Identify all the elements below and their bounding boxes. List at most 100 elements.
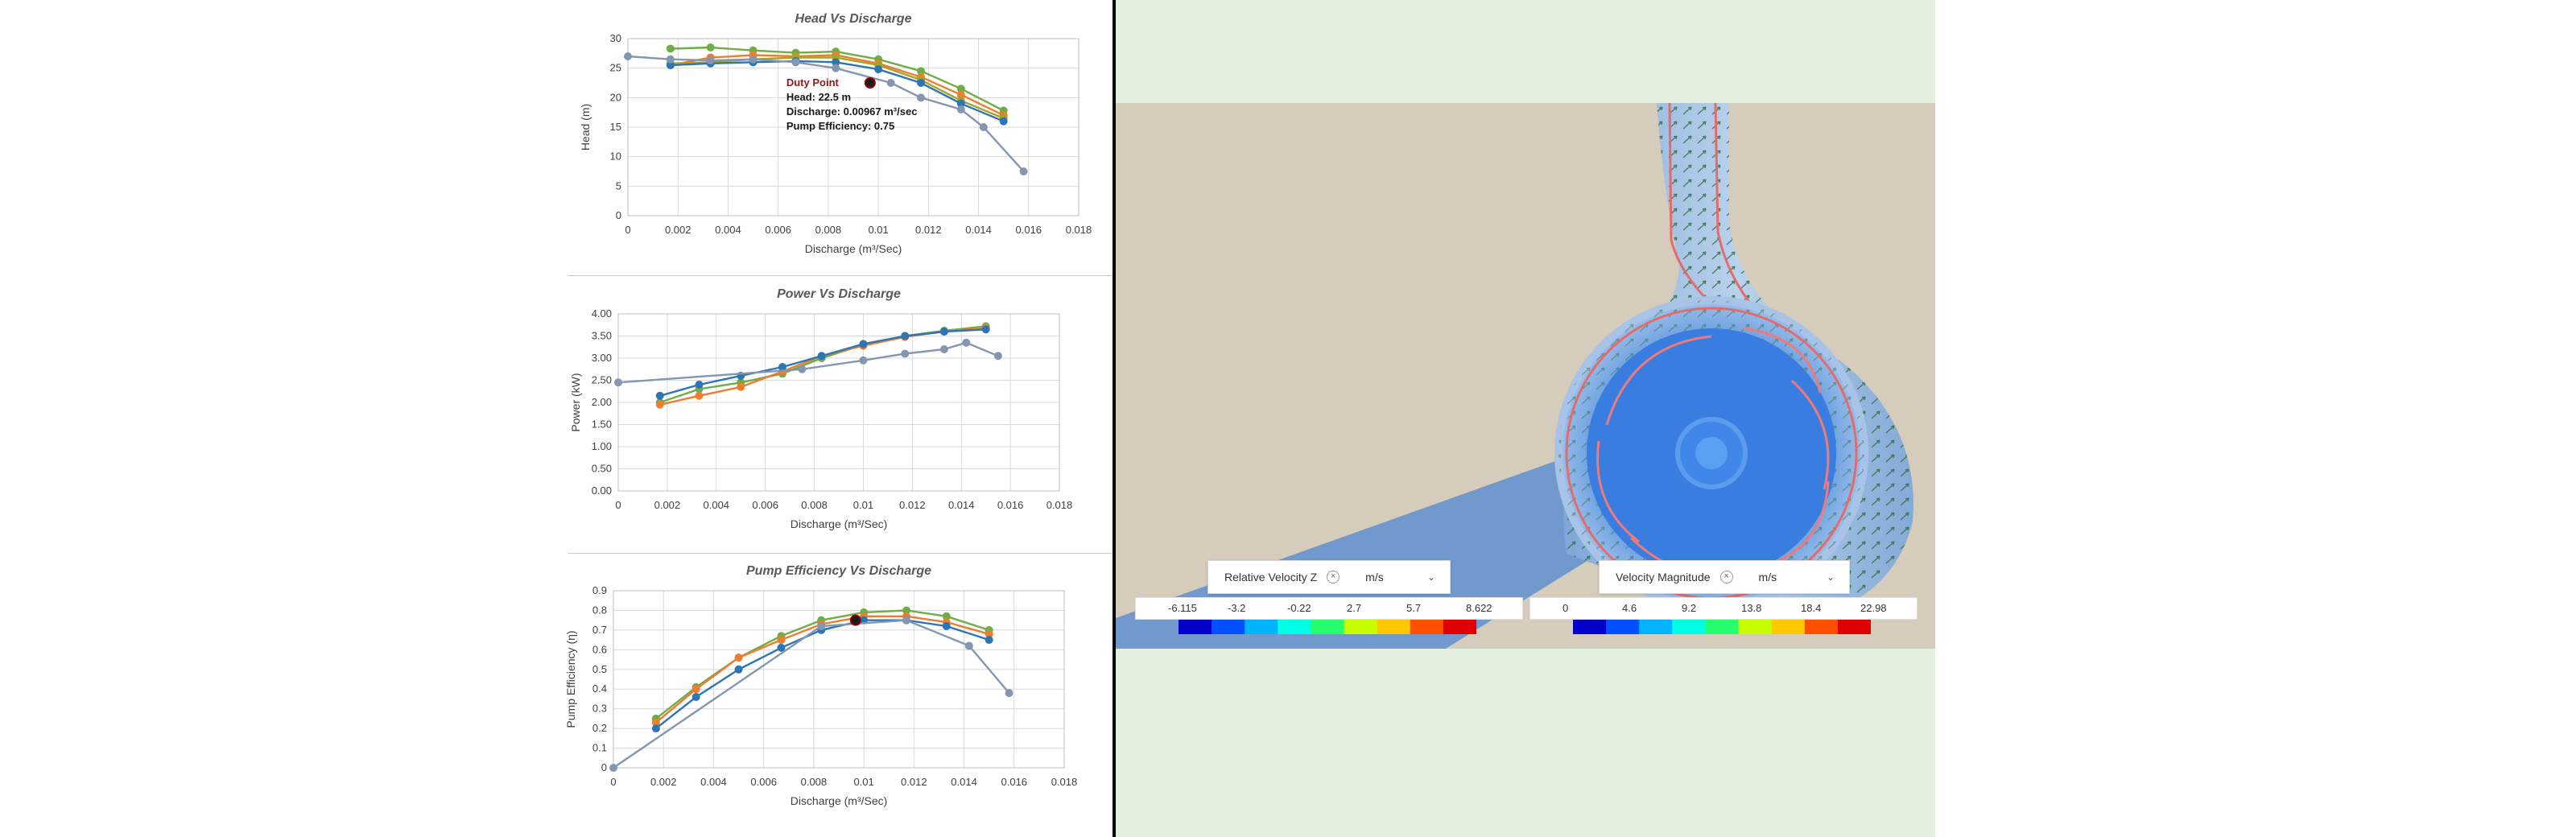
chevron-down-icon[interactable]: ⌄ — [1426, 571, 1435, 583]
colorbar-tick-label: -3.2 — [1228, 602, 1246, 614]
data-point — [624, 52, 632, 60]
data-point — [956, 105, 965, 113]
y-tick-label: 0 — [616, 209, 621, 221]
panel-divider[interactable] — [1113, 0, 1116, 837]
duty-point-marker — [864, 77, 876, 89]
x-tick-label: 0.01 — [868, 224, 888, 236]
data-point — [942, 622, 951, 630]
pump-velocity-render[interactable]: Relative Velocity Z × m/s ⌄ -6.115 -3.2 -0… — [1116, 103, 1935, 649]
y-tick-label: 30 — [610, 32, 621, 44]
data-point — [942, 612, 951, 621]
data-point — [706, 56, 715, 65]
colorbar-segment — [1245, 620, 1278, 634]
y-tick-label: 1.50 — [592, 418, 612, 431]
x-tick-label: 0.012 — [901, 776, 927, 788]
data-point — [817, 622, 826, 630]
y-tick-label: 0 — [601, 761, 607, 773]
chart-title: Pump Efficiency Vs Discharge — [746, 564, 931, 578]
chevron-down-icon[interactable]: ⌄ — [1826, 571, 1835, 583]
duty-point-label: Duty Point — [786, 76, 840, 89]
colorbar-segment — [1738, 620, 1773, 634]
y-tick-label: 0.50 — [592, 463, 612, 475]
colorbar-tick-label: -6.115 — [1168, 602, 1197, 614]
relative-velocity-z-ticks: -6.115 -3.2 -0.22 2.7 5.7 8.622 — [1135, 597, 1523, 620]
colorbar-tick-label: 5.7 — [1406, 602, 1422, 614]
colorbar-segment — [1606, 620, 1640, 634]
y-tick-label: 2.00 — [592, 396, 612, 408]
duty-point-marker — [849, 614, 861, 626]
plot-area — [613, 590, 1065, 769]
x-tick-label: 0.016 — [1001, 776, 1028, 788]
x-tick-label: 0.008 — [801, 499, 828, 511]
x-tick-label: 0 — [610, 776, 616, 788]
relative-velocity-z-legend[interactable]: Relative Velocity Z × m/s ⌄ — [1208, 560, 1451, 594]
relative-velocity-z-colorbar — [1179, 620, 1476, 634]
series-line — [659, 325, 986, 404]
chart-separator — [568, 275, 1113, 276]
x-axis-label: Discharge (m³/Sec) — [791, 517, 888, 530]
chart-title: Power Vs Discharge — [777, 287, 901, 301]
y-tick-label: 3.50 — [592, 330, 612, 342]
x-tick-label: 0.014 — [965, 224, 992, 236]
data-point — [706, 43, 715, 52]
series-line — [655, 619, 990, 730]
data-point — [614, 378, 622, 387]
data-point — [917, 79, 925, 87]
data-point — [651, 718, 660, 727]
colorbar-tick-label: 8.622 — [1466, 602, 1492, 614]
close-icon[interactable]: × — [1327, 571, 1340, 583]
chart-separator — [568, 553, 1113, 554]
colorbar-tick-label: -0.22 — [1287, 602, 1311, 614]
x-tick-label: 0.002 — [665, 224, 691, 236]
colorbar-tick-label: 18.4 — [1801, 602, 1822, 614]
x-tick-label: 0.016 — [997, 499, 1024, 511]
legend-label: Relative Velocity Z — [1224, 571, 1318, 583]
y-tick-label: 4.00 — [592, 307, 612, 320]
x-tick-label: 0.008 — [815, 224, 842, 236]
x-tick-label: 0.002 — [650, 776, 677, 788]
y-tick-label: 0.3 — [592, 703, 607, 715]
data-point — [981, 325, 990, 334]
data-point — [737, 382, 745, 391]
data-point — [695, 391, 704, 400]
blank-area — [1935, 0, 2576, 837]
plot-area — [627, 38, 1080, 216]
data-point — [777, 636, 786, 645]
duty-point-detail: Pump Efficiency: 0.75 — [786, 120, 894, 132]
x-tick-label: 0.018 — [1051, 776, 1078, 788]
colorbar-segment — [1377, 620, 1411, 634]
colorbar-segment — [1212, 620, 1245, 634]
y-tick-label: 0.4 — [592, 682, 607, 695]
x-tick-label: 0.006 — [752, 499, 778, 511]
data-point — [874, 65, 883, 74]
x-tick-label: 0.01 — [853, 776, 873, 788]
simulation-viewer[interactable]: Relative Velocity Z × m/s ⌄ -6.115 -3.2 -0… — [1116, 0, 1935, 837]
close-icon[interactable]: × — [1719, 571, 1733, 583]
x-tick-label: 0.004 — [715, 224, 741, 236]
data-point — [791, 58, 800, 67]
y-tick-label: 25 — [610, 62, 621, 74]
y-tick-label: 0.00 — [592, 484, 612, 497]
unit-select[interactable]: m/s — [1365, 571, 1384, 583]
y-axis-label: Power (kW) — [569, 373, 582, 431]
colorbar-segment — [1410, 620, 1444, 634]
data-point — [691, 693, 700, 701]
x-tick-label: 0.012 — [915, 224, 942, 236]
data-point — [749, 55, 758, 64]
data-point — [939, 328, 948, 336]
velocity-magnitude-legend[interactable]: Velocity Magnitude × m/s ⌄ — [1599, 560, 1850, 594]
x-tick-label: 0 — [615, 499, 621, 511]
legend-label: Velocity Magnitude — [1616, 571, 1711, 583]
unit-select[interactable]: m/s — [1758, 571, 1777, 583]
data-point — [734, 654, 743, 662]
data-point — [666, 44, 675, 53]
data-point — [609, 764, 617, 772]
y-axis-label: Head (m) — [579, 104, 592, 150]
data-point — [1005, 689, 1013, 698]
x-tick-label: 0.01 — [853, 499, 873, 511]
data-point — [985, 629, 993, 638]
chart-title: Head Vs Discharge — [795, 12, 912, 26]
colorbar-tick-label: 2.7 — [1347, 602, 1362, 614]
colorbar-segment — [1344, 620, 1378, 634]
y-tick-label: 5 — [616, 179, 621, 192]
